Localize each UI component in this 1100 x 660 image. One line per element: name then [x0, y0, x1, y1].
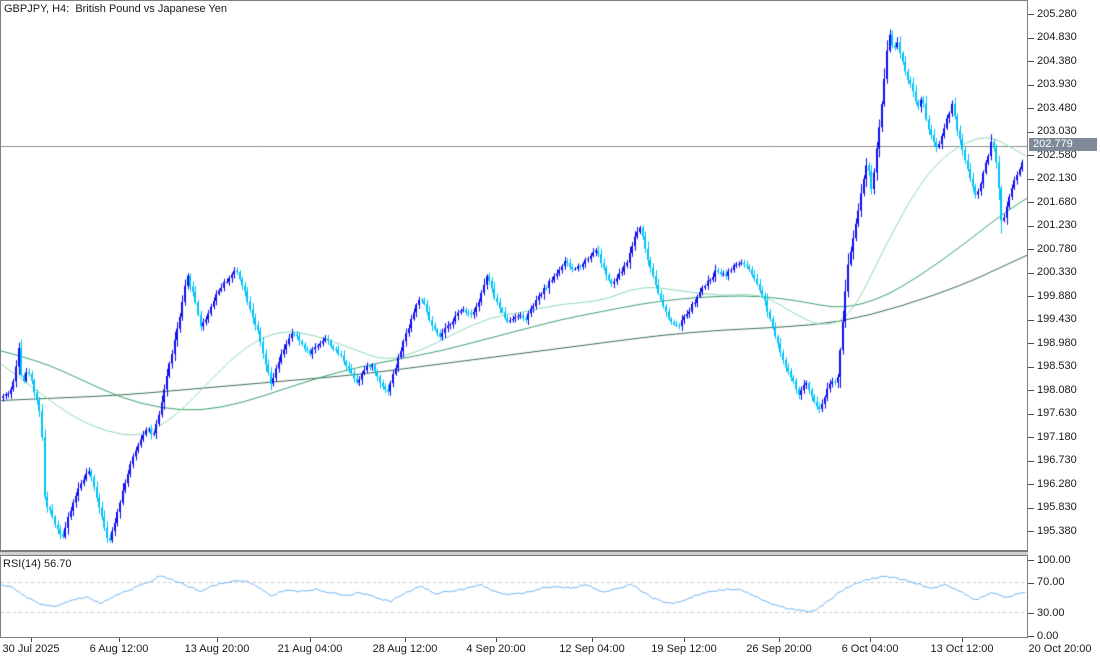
- price-axis-tick-mark: [1028, 108, 1034, 110]
- price-axis-tick-mark: [1028, 155, 1034, 157]
- price-axis-tick-mark: [1028, 249, 1034, 251]
- price-axis-tick-label: 200.330: [1037, 266, 1077, 279]
- price-axis-tick-label: 197.180: [1037, 430, 1077, 443]
- price-axis-tick-label: 196.280: [1037, 477, 1077, 490]
- time-axis-tick-label: 6 Aug 12:00: [89, 643, 149, 655]
- price-axis-tick-label: 201.230: [1037, 219, 1077, 232]
- time-axis-tick-label: 12 Sep 04:00: [559, 643, 625, 655]
- price-axis-tick-mark: [1028, 61, 1034, 63]
- rsi-axis-tick-label: 30.00: [1037, 606, 1065, 619]
- rsi-indicator-panel[interactable]: [0, 556, 1028, 638]
- time-axis-tick-label: 30 Jul 2025: [2, 643, 60, 655]
- time-axis-tick-label: 28 Aug 12:00: [372, 643, 438, 655]
- time-axis-tick-label: 13 Oct 12:00: [930, 643, 994, 655]
- chart-title: GBPJPY, H4: British Pound vs Japanese Ye…: [4, 3, 227, 15]
- price-axis-tick-mark: [1028, 343, 1034, 345]
- price-axis-tick-mark: [1028, 319, 1034, 321]
- time-axis-tick-mark: [31, 638, 32, 642]
- rsi-axis-tick-mark: [1028, 613, 1034, 615]
- time-axis-tick-mark: [310, 638, 311, 642]
- price-axis-tick-mark: [1028, 14, 1034, 16]
- rsi-axis-tick-label: 100.00: [1037, 553, 1071, 566]
- time-axis-tick-mark: [684, 638, 685, 642]
- price-axis-tick-mark: [1028, 507, 1034, 509]
- price-axis-tick-label: 195.380: [1037, 524, 1077, 537]
- rsi-axis-tick-mark: [1028, 582, 1034, 584]
- time-axis-tick-mark: [119, 638, 120, 642]
- price-axis-tick-label: 203.930: [1037, 78, 1077, 91]
- price-axis-tick-label: 203.480: [1037, 101, 1077, 114]
- rsi-axis-tick-label: 70.00: [1037, 576, 1065, 589]
- price-axis-tick-label: 205.280: [1037, 7, 1077, 20]
- time-axis-tick-label: 26 Sep 20:00: [746, 643, 812, 655]
- price-axis-tick-mark: [1028, 178, 1034, 180]
- time-axis-tick-label: 19 Sep 12:00: [651, 643, 717, 655]
- time-axis-tick-mark: [405, 638, 406, 642]
- price-axis-tick-label: 198.980: [1037, 336, 1077, 349]
- price-axis-tick-mark: [1028, 484, 1034, 486]
- price-axis-tick-mark: [1028, 131, 1034, 133]
- main-chart-panel[interactable]: [0, 0, 1028, 551]
- rsi-chart-canvas[interactable]: [1, 556, 1027, 636]
- panel-separator-handle[interactable]: [0, 551, 1028, 556]
- price-axis-tick-label: 200.780: [1037, 242, 1077, 255]
- price-axis-tick-label: 201.680: [1037, 195, 1077, 208]
- time-axis-tick-label: 6 Oct 04:00: [841, 643, 899, 655]
- price-axis-tick-label: 195.830: [1037, 501, 1077, 514]
- time-axis-tick-label: 21 Aug 04:00: [277, 643, 343, 655]
- price-axis-tick-mark: [1028, 296, 1034, 298]
- price-axis-tick-label: 197.630: [1037, 407, 1077, 420]
- price-axis-tick-label: 199.430: [1037, 313, 1077, 326]
- price-axis-tick-label: 198.080: [1037, 383, 1077, 396]
- rsi-axis-tick-mark: [1028, 560, 1034, 561]
- price-axis-tick-label: 202.130: [1037, 172, 1077, 185]
- time-axis-tick-mark: [779, 638, 780, 642]
- price-axis-tick-mark: [1028, 413, 1034, 415]
- price-axis-tick-label: 204.830: [1037, 31, 1077, 44]
- price-axis-tick-mark: [1028, 531, 1034, 533]
- price-axis-tick-mark: [1028, 272, 1034, 274]
- time-axis-tick-mark: [592, 638, 593, 642]
- current-price-tag: 202.779: [1029, 138, 1097, 152]
- price-axis-tick-label: 202.580: [1037, 148, 1077, 161]
- price-axis-tick-label: 198.530: [1037, 360, 1077, 373]
- time-axis-tick-label: 13 Aug 20:00: [184, 643, 250, 655]
- price-axis-tick-label: 199.880: [1037, 289, 1077, 302]
- price-axis-tick-mark: [1028, 390, 1034, 392]
- rsi-indicator-label: RSI(14) 56.70: [3, 558, 72, 570]
- time-axis-tick-mark: [870, 638, 871, 642]
- price-axis-tick-label: 204.380: [1037, 54, 1077, 67]
- price-axis-tick-mark: [1028, 37, 1034, 39]
- price-axis-tick-label: 196.730: [1037, 454, 1077, 467]
- rsi-axis-tick-mark: [1028, 636, 1034, 637]
- time-axis-tick-label: 4 Sep 20:00: [466, 643, 526, 655]
- price-axis-tick-mark: [1028, 437, 1034, 439]
- time-axis-tick-mark: [217, 638, 218, 642]
- time-axis-tick-mark: [962, 638, 963, 642]
- price-axis-tick-mark: [1028, 84, 1034, 86]
- time-axis-tick-mark: [496, 638, 497, 642]
- price-axis-tick-mark: [1028, 460, 1034, 462]
- price-axis-tick-mark: [1028, 366, 1034, 368]
- price-axis-tick-label: 203.030: [1037, 125, 1077, 138]
- rsi-axis-tick-label: 0.00: [1037, 629, 1059, 642]
- time-axis-tick-label: 20 Oct 20:00: [1028, 643, 1092, 655]
- price-axis-tick-mark: [1028, 202, 1034, 204]
- price-axis-tick-mark: [1028, 225, 1034, 227]
- candlestick-chart-canvas[interactable]: [1, 1, 1027, 550]
